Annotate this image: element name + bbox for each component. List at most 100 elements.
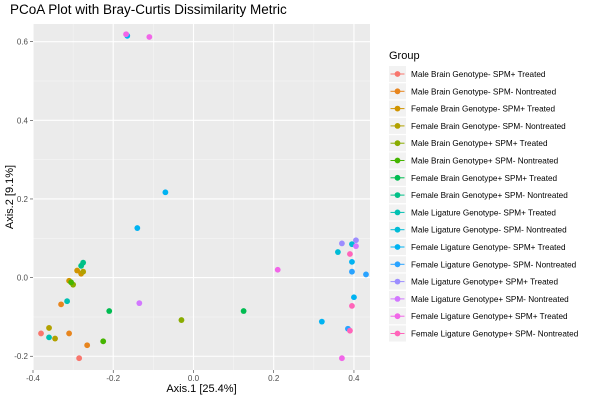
legend-item: Female Ligature Genotype+ SPM- Nontreate… [389, 325, 579, 342]
data-point-11 [134, 225, 141, 231]
legend-item: Male Brain Genotype+ SPM+ Treated [389, 135, 548, 152]
grid-lines [32, 24, 370, 370]
data-point-12 [363, 271, 369, 278]
legend-key-point [394, 105, 401, 112]
data-point-2 [58, 301, 64, 308]
data-point-6 [68, 279, 75, 286]
data-point-9 [64, 298, 71, 305]
data-point-11 [162, 189, 169, 196]
data-point-5 [178, 317, 185, 323]
data-point-8 [78, 262, 85, 269]
x-axis-ticks: -0.4 -0.2 0.0 0.2 0.4 [26, 370, 360, 383]
data-point-13 [339, 240, 345, 247]
x-tick-label: -0.4 [26, 374, 40, 383]
legend: Group Male Brain Genotype- SPM+ TreatedM… [389, 50, 579, 342]
data-point-14 [353, 243, 359, 250]
legend-key-point [394, 192, 401, 199]
y-tick-label: 0.0 [17, 274, 29, 283]
legend-label: Male Ligature Genotype+ SPM+ Treated [411, 278, 558, 287]
legend-label: Female Ligature Genotype+ SPM- Nontreate… [411, 330, 579, 339]
legend-item: Female Brain Genotype- SPM- Nontreated [389, 117, 566, 134]
legend-key-point [394, 140, 401, 147]
chart-title: PCoA Plot with Bray-Curtis Dissimilarity… [10, 2, 287, 17]
legend-label: Male Brain Genotype- SPM- Nontreated [411, 87, 557, 96]
data-point-1 [76, 355, 83, 362]
legend-item: Female Ligature Genotype- SPM- Nontreate… [389, 256, 577, 273]
legend-items: Male Brain Genotype- SPM+ Treated Male Br… [389, 66, 579, 342]
y-tick-label: -0.2 [14, 352, 28, 361]
data-point-7 [240, 308, 247, 314]
legend-key-point [394, 123, 401, 129]
legend-item: Male Brain Genotype- SPM+ Treated [389, 66, 546, 82]
data-point-11 [318, 318, 325, 325]
y-tick-label: 0.2 [17, 195, 29, 204]
legend-key-point [394, 313, 401, 320]
data-point-16 [347, 251, 353, 257]
data-point-1 [38, 330, 44, 337]
legend-item: Male Ligature Genotype+ SPM+ Treated [389, 273, 558, 290]
legend-title: Group [389, 50, 420, 62]
y-axis-ticks: -0.2 0.0 0.2 0.4 0.6 [14, 38, 33, 361]
legend-item: Female Ligature Genotype- SPM+ Treated [389, 239, 566, 255]
legend-label: Male Ligature Genotype+ SPM- Nontreated [411, 295, 569, 304]
legend-item: Female Brain Genotype- SPM+ Treated [389, 100, 555, 117]
legend-key-point [394, 157, 401, 164]
data-point-15 [339, 355, 345, 362]
data-point-6 [100, 338, 107, 345]
legend-item: Male Brain Genotype+ SPM- Nontreated [389, 152, 559, 169]
y-axis-title: Axis.2 [9.1%] [4, 165, 16, 229]
legend-key-point [394, 174, 401, 181]
legend-key-point [394, 209, 401, 216]
legend-item: Female Brain Genotype+ SPM+ Treated [389, 169, 558, 186]
legend-label: Female Brain Genotype+ SPM+ Treated [411, 174, 558, 183]
legend-label: Female Ligature Genotype- SPM- Nontreate… [411, 260, 577, 269]
legend-item: Male Ligature Genotype- SPM+ Treated [389, 204, 556, 221]
legend-label: Female Ligature Genotype- SPM+ Treated [411, 243, 566, 252]
legend-key-point [394, 244, 401, 250]
plot-panel [33, 24, 370, 370]
legend-label: Male Brain Genotype+ SPM- Nontreated [411, 157, 559, 166]
data-point-3 [74, 267, 81, 274]
data-point-15 [123, 31, 129, 38]
data-point-9 [46, 334, 52, 341]
data-point-15 [274, 266, 281, 273]
legend-item: Male Ligature Genotype- SPM- Nontreated [389, 221, 567, 238]
data-point-7 [106, 308, 113, 314]
y-tick-label: 0.6 [17, 38, 29, 47]
x-tick-label: 0.4 [348, 374, 360, 383]
legend-key-point [394, 226, 401, 233]
data-point-4 [52, 335, 58, 342]
data-point-2 [84, 342, 91, 349]
data-point-12 [349, 268, 355, 275]
legend-key-point [394, 261, 401, 268]
legend-label: Male Ligature Genotype- SPM+ Treated [411, 208, 556, 217]
legend-label: Female Ligature Genotype+ SPM+ Treated [411, 312, 568, 321]
y-tick-label: 0.4 [17, 116, 29, 125]
data-point-14 [136, 300, 143, 307]
data-point-4 [46, 325, 52, 331]
x-tick-label: -0.2 [106, 374, 120, 383]
legend-item: Male Ligature Genotype+ SPM- Nontreated [389, 290, 569, 307]
data-point-16 [347, 327, 353, 334]
data-point-11 [349, 258, 355, 265]
data-point-10 [335, 249, 341, 255]
legend-label: Male Brain Genotype+ SPM+ Treated [411, 139, 548, 148]
legend-item: Female Brain Genotype+ SPM- Nontreated [389, 187, 568, 204]
x-tick-label: 0.0 [188, 374, 200, 383]
data-point-13 [353, 237, 359, 244]
legend-item: Male Brain Genotype- SPM- Nontreated [389, 83, 557, 100]
data-point-16 [349, 303, 355, 309]
x-tick-label: 0.2 [268, 374, 280, 383]
legend-label: Female Brain Genotype+ SPM- Nontreated [411, 191, 568, 200]
data-point-11 [351, 294, 357, 301]
data-points [38, 31, 369, 362]
data-point-4 [80, 268, 87, 275]
legend-key-point [394, 88, 401, 95]
data-point-2 [66, 330, 73, 337]
legend-label: Male Brain Genotype- SPM+ Treated [411, 70, 546, 79]
legend-item: Female Ligature Genotype+ SPM+ Treated [389, 308, 568, 325]
data-point-15 [146, 34, 153, 40]
legend-label: Female Brain Genotype- SPM- Nontreated [411, 122, 566, 131]
x-axis-title: Axis.1 [25.4%] [166, 383, 236, 395]
